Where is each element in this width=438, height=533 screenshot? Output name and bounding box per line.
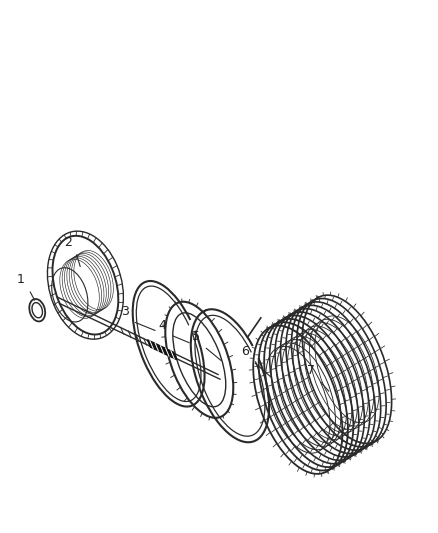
Text: 2: 2 xyxy=(64,236,72,249)
Text: 4: 4 xyxy=(158,319,166,332)
Polygon shape xyxy=(148,340,177,360)
Text: 6: 6 xyxy=(241,345,249,358)
Text: 5: 5 xyxy=(192,330,200,343)
Text: 3: 3 xyxy=(121,305,129,318)
Text: 1: 1 xyxy=(17,273,25,286)
Text: 7: 7 xyxy=(307,364,315,377)
